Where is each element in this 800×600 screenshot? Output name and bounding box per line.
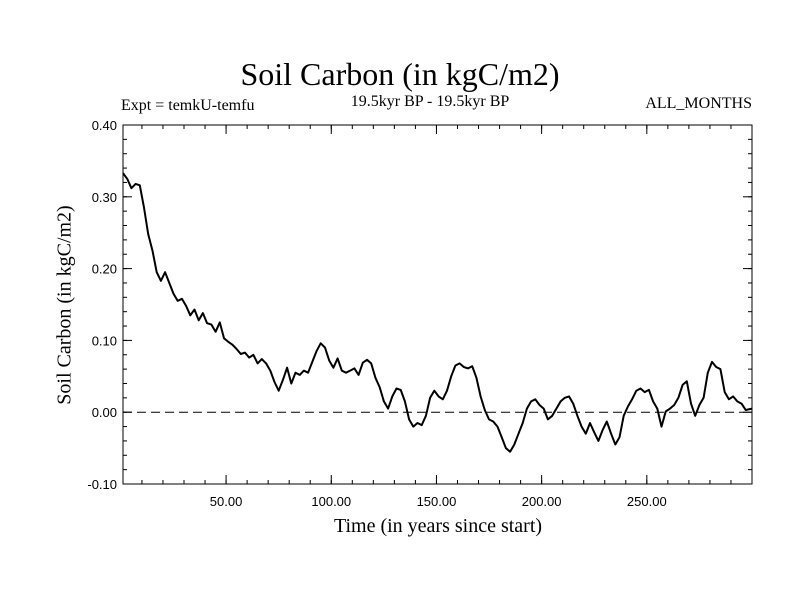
soil-carbon-series-line [122, 172, 753, 453]
plot-frame [122, 124, 753, 485]
x-tick-label: 200.00 [522, 494, 562, 509]
y-tick-label: 0.00 [92, 405, 117, 420]
y-tick-label: -0.10 [87, 477, 117, 492]
period-label: 19.5kyr BP - 19.5kyr BP [350, 93, 510, 110]
x-axis-label: Time (in years since start) [333, 515, 543, 537]
y-tick-label: 0.30 [92, 190, 117, 205]
x-tick-label: 250.00 [627, 494, 667, 509]
y-tick-label: 0.40 [92, 118, 117, 133]
y-axis-label: Soil Carbon (in kgC/m2) [53, 205, 76, 405]
y-tick-label: 0.20 [92, 262, 117, 277]
months-label: ALL_MONTHS [645, 95, 752, 112]
x-tick-label: 150.00 [417, 494, 457, 509]
chart-title: Soil Carbon (in kgC/m2) [240, 56, 560, 92]
y-tick-label: 0.10 [92, 333, 117, 348]
x-tick-label: 50.00 [210, 494, 243, 509]
experiment-label: Expt = temkU-temfu [121, 97, 255, 114]
x-tick-label: 100.00 [311, 494, 351, 509]
